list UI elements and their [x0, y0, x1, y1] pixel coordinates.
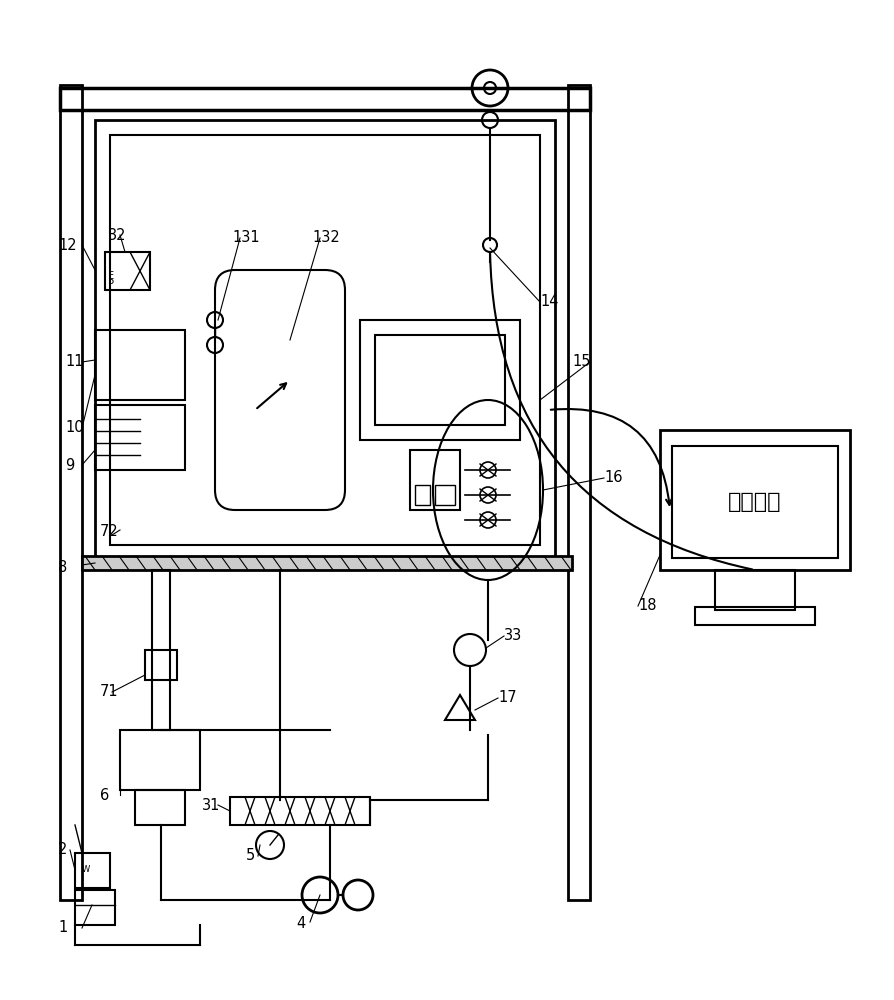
Bar: [435, 485, 455, 505]
Text: 31: 31: [202, 798, 221, 812]
Text: W: W: [82, 865, 90, 874]
Text: 9: 9: [65, 458, 74, 474]
Bar: [110, 135, 540, 545]
Text: 72: 72: [100, 524, 119, 540]
Bar: [82, 556, 572, 570]
Text: 14: 14: [540, 294, 559, 310]
Bar: [75, 853, 110, 888]
Bar: [568, 85, 590, 900]
Text: P: P: [108, 279, 114, 289]
Bar: [105, 252, 150, 290]
Text: 11: 11: [65, 355, 83, 369]
Text: 4: 4: [296, 916, 305, 932]
Text: 71: 71: [100, 684, 119, 700]
Bar: [95, 330, 185, 400]
Bar: [135, 790, 185, 825]
Bar: [230, 797, 370, 825]
Bar: [410, 450, 460, 510]
Bar: [145, 650, 177, 680]
Bar: [120, 730, 200, 790]
Text: 10: 10: [65, 420, 84, 436]
Text: 12: 12: [58, 237, 77, 252]
Text: 16: 16: [604, 471, 622, 486]
Bar: [60, 85, 82, 900]
Text: 2: 2: [58, 842, 67, 857]
Bar: [60, 88, 590, 110]
Text: 5: 5: [246, 848, 256, 863]
Bar: [695, 607, 815, 625]
Bar: [715, 570, 795, 610]
Text: 17: 17: [498, 690, 517, 706]
Text: 32: 32: [108, 228, 126, 242]
Text: 131: 131: [232, 230, 259, 244]
Bar: [660, 430, 850, 570]
Text: 1: 1: [58, 920, 67, 936]
Text: E: E: [108, 271, 114, 281]
Bar: [95, 120, 555, 560]
Bar: [360, 320, 520, 440]
Text: 控制中心: 控制中心: [729, 492, 781, 512]
Bar: [95, 405, 185, 470]
Text: 15: 15: [572, 355, 591, 369]
Bar: [415, 485, 430, 505]
Bar: [375, 335, 505, 425]
Bar: [152, 570, 170, 730]
Text: 8: 8: [58, 560, 67, 574]
Bar: [672, 446, 838, 558]
Text: 18: 18: [638, 598, 656, 613]
Text: 33: 33: [504, 629, 522, 644]
Bar: [75, 890, 115, 925]
Text: 132: 132: [312, 230, 340, 244]
Text: 6: 6: [100, 788, 109, 802]
